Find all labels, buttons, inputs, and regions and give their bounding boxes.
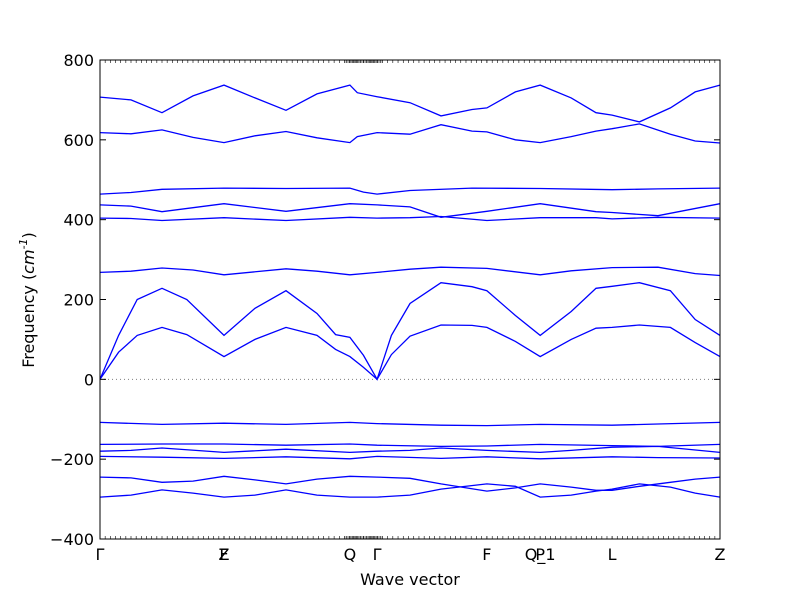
x-tick-label: Z: [219, 545, 230, 564]
y-tick-label: 600: [63, 131, 94, 150]
band-line-4: [99, 203, 721, 218]
band-line-13: [99, 475, 721, 492]
band-line-10: [99, 443, 721, 448]
x-tick-label: F: [482, 545, 491, 564]
x-tick-label: L: [608, 545, 617, 564]
band-line-9: [99, 421, 721, 427]
band-line-8: [99, 324, 721, 381]
band-line-12: [99, 455, 721, 460]
band-line-7: [99, 282, 721, 381]
x-tick-label: P: [535, 545, 545, 564]
x-tick-label: Z: [715, 545, 726, 564]
band-line-11: [99, 445, 721, 454]
y-tick-label: −200: [50, 450, 94, 469]
x-axis-label: Wave vector: [360, 570, 460, 589]
plot-frame: [99, 59, 721, 540]
band-line-2: [99, 123, 721, 144]
x-tick-label: Γ: [96, 545, 105, 564]
band-line-1: [99, 84, 721, 123]
band-line-14: [99, 483, 721, 498]
band-line-3: [99, 187, 721, 195]
series-layer: [99, 84, 721, 498]
y-tick-label: 400: [63, 211, 94, 230]
band-line-6: [99, 266, 721, 277]
y-tick-label: 200: [63, 291, 94, 310]
x-tick-label: Q: [344, 545, 357, 564]
x-tick-label: F: [219, 545, 228, 564]
y-tick-label: 0: [84, 370, 94, 389]
y-tick-label: −400: [50, 530, 94, 549]
x-tick-label: Q_1: [525, 545, 556, 565]
y-axis-label: Frequency (cm-1): [17, 232, 38, 368]
x-tick-label: Γ: [373, 545, 382, 564]
y-tick-label: 800: [63, 51, 94, 70]
band-line-5: [99, 215, 721, 222]
